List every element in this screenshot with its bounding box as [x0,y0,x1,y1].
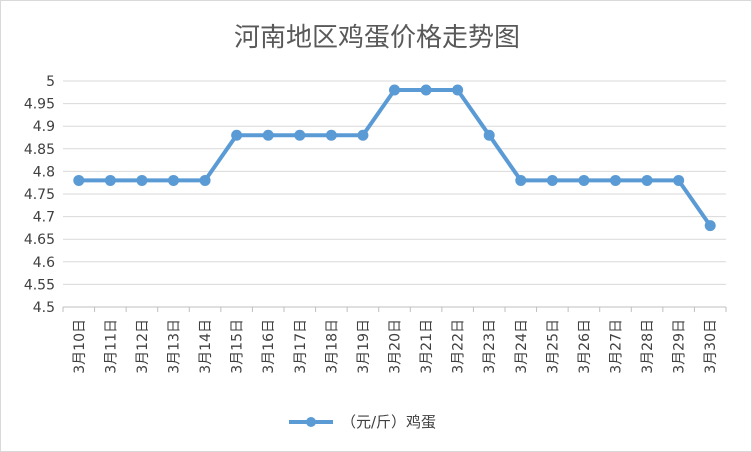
data-point [420,84,432,96]
y-tick-label: 4.65 [24,232,55,248]
data-point [578,174,590,186]
x-tick-label: 3月30日 [703,319,719,374]
y-tick-label: 4.55 [24,277,55,293]
y-tick-label: 4.7 [33,210,55,226]
y-tick-label: 4.85 [24,142,55,158]
x-tick-label: 3月11日 [103,319,119,374]
data-point [704,220,716,232]
data-point [452,84,464,96]
x-tick-label: 3月27日 [609,319,625,374]
x-tick-label: 3月22日 [451,319,467,374]
series [73,84,716,232]
data-point [294,129,306,141]
x-tick-label: 3月17日 [293,319,309,374]
x-tick-label: 3月12日 [135,319,151,374]
data-point [231,129,243,141]
x-tick-label: 3月18日 [324,319,340,374]
y-tick-label: 4.6 [33,255,55,271]
data-point [104,174,116,186]
x-tick-label: 3月15日 [230,319,246,374]
x-tick-label: 3月21日 [419,319,435,374]
gridlines [62,80,727,312]
x-tick-label: 3月25日 [545,319,561,374]
data-point [357,129,369,141]
y-tick-label: 4.75 [24,187,55,203]
data-point [515,174,527,186]
x-tick-label: 3月26日 [577,319,593,374]
data-point [136,174,148,186]
x-tick-label: 3月28日 [640,319,656,374]
x-tick-label: 3月10日 [72,319,88,374]
data-point [610,174,621,186]
y-tick-label: 4.5 [33,300,55,316]
y-tick-label: 4.8 [33,164,55,180]
data-point [483,129,495,141]
data-point [546,174,558,186]
data-point [673,174,685,186]
chart-title: 河南地区鸡蛋价格走势图 [234,23,520,53]
data-point [199,174,211,186]
data-point [641,174,653,186]
x-tick-label: 3月20日 [388,319,404,374]
y-axis: 4.5 4.55 4.6 4.65 4.7 4.75 4.8 4.85 4.9 4.95 5 [24,74,55,316]
x-tick-label: 3月23日 [482,319,498,374]
x-tick-label: 3月19日 [356,319,372,374]
y-tick-label: 5 [46,74,55,90]
legend-label: （元/斤）鸡蛋 [341,413,436,431]
data-point [262,129,274,141]
x-tick-label: 3月24日 [514,319,530,374]
x-tick-label: 3月29日 [672,319,688,374]
data-point [325,129,337,141]
legend: （元/斤）鸡蛋 [289,413,436,431]
series-line [78,88,712,227]
x-axis: 3月10日 3月11日 3月12日 3月13日 3月14日 3月15日 3月16日 3月17日… [72,319,719,374]
data-point [168,174,179,186]
legend-marker [306,417,316,427]
x-tick-label: 3月14日 [198,319,214,374]
y-tick-label: 4.95 [24,97,55,113]
x-tick-label: 3月13日 [167,319,183,374]
x-tick-label: 3月16日 [261,319,277,374]
y-tick-label: 4.9 [33,119,55,135]
data-point [389,84,400,96]
data-point [73,174,85,186]
